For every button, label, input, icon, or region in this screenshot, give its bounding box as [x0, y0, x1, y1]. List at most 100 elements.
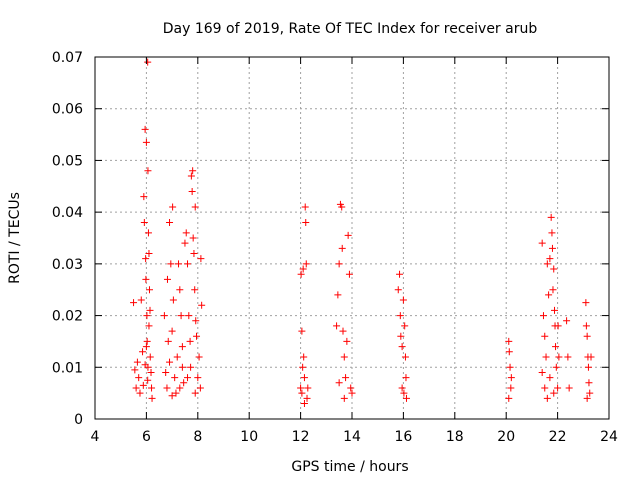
- data-point: [142, 138, 150, 146]
- data-point: [187, 363, 195, 371]
- data-point: [167, 260, 175, 268]
- data-points: [130, 58, 595, 407]
- data-point: [345, 270, 353, 278]
- data-point: [163, 384, 171, 392]
- data-point: [193, 332, 201, 340]
- data-point: [347, 384, 355, 392]
- data-point: [583, 394, 591, 402]
- data-point: [147, 368, 155, 376]
- data-point: [563, 317, 571, 325]
- data-point: [191, 203, 199, 211]
- data-point: [303, 394, 311, 402]
- data-point: [190, 250, 198, 258]
- data-point: [335, 260, 343, 268]
- data-point: [169, 296, 177, 304]
- data-point: [176, 286, 184, 294]
- data-point: [142, 275, 150, 283]
- data-point: [189, 234, 197, 242]
- data-point: [195, 353, 203, 361]
- data-point: [180, 379, 188, 387]
- data-point: [552, 363, 560, 371]
- data-point: [545, 291, 553, 299]
- data-point: [505, 394, 513, 402]
- data-point: [398, 343, 406, 351]
- data-point: [182, 229, 190, 237]
- data-point: [144, 376, 152, 384]
- data-point: [546, 255, 554, 263]
- data-point: [178, 343, 186, 351]
- x-axis-label: GPS time / hours: [291, 459, 408, 475]
- data-point: [191, 389, 199, 397]
- data-point: [348, 389, 356, 397]
- data-point: [342, 374, 350, 382]
- data-point: [343, 337, 351, 345]
- data-point: [338, 203, 346, 211]
- data-point: [552, 343, 560, 351]
- data-point: [137, 296, 145, 304]
- data-point: [186, 337, 194, 345]
- data-point: [543, 394, 551, 402]
- data-point: [340, 353, 348, 361]
- y-tick-label: 0.06: [52, 102, 83, 118]
- y-tick-label: 0.04: [52, 205, 83, 221]
- data-point: [191, 286, 199, 294]
- data-point: [144, 229, 152, 237]
- data-point: [549, 286, 557, 294]
- data-point: [164, 337, 172, 345]
- data-point: [396, 312, 404, 320]
- data-point: [505, 348, 513, 356]
- data-point: [344, 231, 352, 239]
- data-point: [168, 392, 176, 400]
- data-point: [148, 384, 156, 392]
- data-point: [130, 299, 138, 307]
- data-point: [184, 374, 192, 382]
- data-point: [166, 358, 174, 366]
- y-tick-label: 0.01: [52, 360, 83, 376]
- x-axis-ticks: 4 6 8 10 12 14 16 18 20 22 24: [91, 57, 618, 445]
- data-point: [554, 384, 562, 392]
- data-point: [583, 332, 591, 340]
- data-point: [146, 306, 154, 314]
- data-point: [300, 399, 308, 407]
- data-point: [297, 270, 305, 278]
- data-point: [302, 218, 310, 226]
- data-point: [507, 374, 515, 382]
- data-point: [131, 366, 139, 374]
- x-tick-label: 10: [240, 429, 258, 445]
- data-point: [546, 374, 554, 382]
- data-point: [507, 384, 515, 392]
- data-point: [141, 125, 149, 133]
- data-point: [339, 327, 347, 335]
- data-point: [197, 255, 205, 263]
- data-point: [394, 286, 402, 294]
- data-point: [145, 250, 153, 258]
- data-point: [543, 260, 551, 268]
- data-point: [142, 255, 150, 263]
- data-point: [188, 187, 196, 195]
- data-point: [304, 384, 312, 392]
- data-point: [300, 374, 308, 382]
- data-point: [551, 306, 559, 314]
- data-point: [505, 337, 513, 345]
- x-tick-label: 4: [91, 429, 100, 445]
- data-point: [163, 275, 171, 283]
- data-point: [587, 353, 595, 361]
- data-point: [299, 363, 307, 371]
- data-point: [168, 327, 176, 335]
- data-point: [400, 389, 408, 397]
- x-tick-label: 16: [394, 429, 412, 445]
- data-point: [143, 312, 151, 320]
- data-point: [585, 379, 593, 387]
- data-point: [194, 374, 202, 382]
- y-axis-ticks: 0 0.01 0.02 0.03 0.04 0.05 0.06 0.07: [52, 50, 609, 428]
- data-point: [189, 167, 197, 175]
- data-point: [548, 244, 556, 252]
- chart-title: Day 169 of 2019, Rate Of TEC Index for r…: [163, 21, 538, 37]
- data-point: [172, 389, 180, 397]
- data-point: [399, 296, 407, 304]
- data-point: [160, 312, 168, 320]
- data-point: [181, 239, 189, 247]
- y-tick-label: 0.07: [52, 50, 83, 66]
- x-tick-label: 12: [292, 429, 310, 445]
- data-point: [135, 374, 143, 382]
